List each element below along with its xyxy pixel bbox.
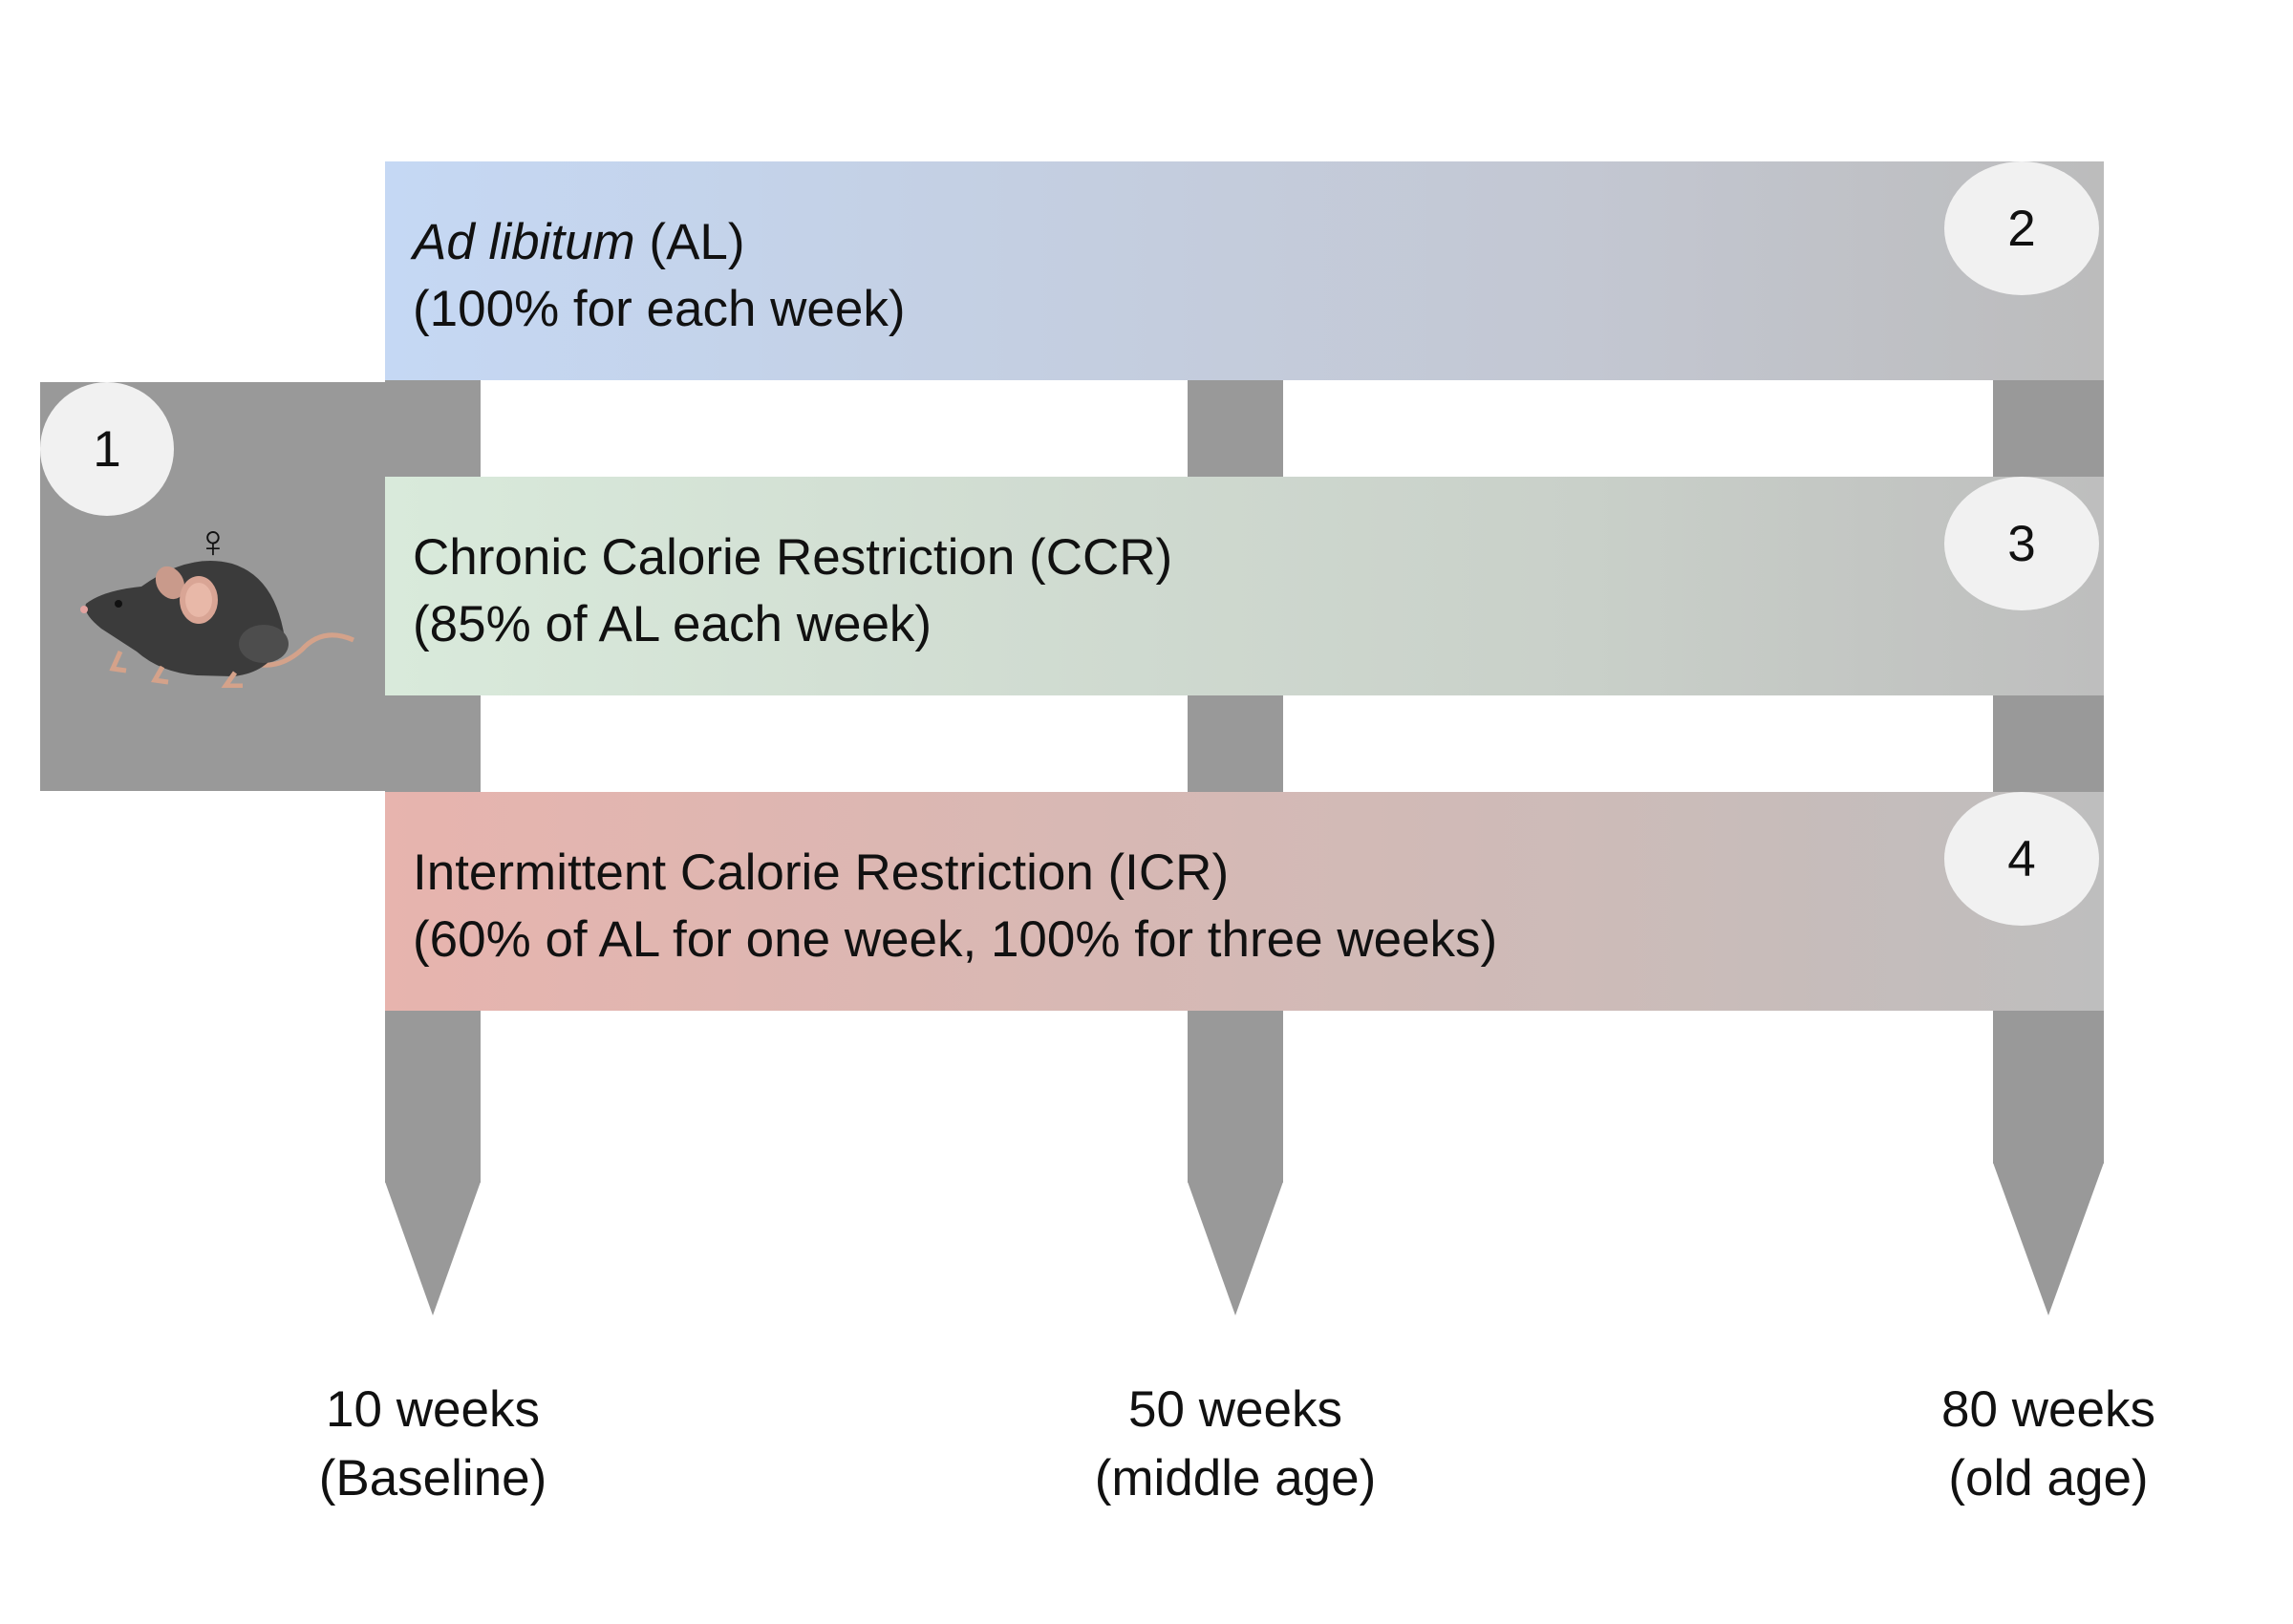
group-title-icr: Intermittent Calorie Restriction (ICR) (413, 844, 1230, 901)
timepoint-stake-tip-50-weeks (1188, 1182, 1283, 1315)
mouse-icon (80, 561, 355, 688)
group-badge-4: 4 (1944, 792, 2099, 926)
group-title-ccr: Chronic Calorie Restriction (CCR) (413, 529, 1173, 586)
timepoint-label-10-weeks: 10 weeks (Baseline) (318, 1381, 547, 1506)
group-title-ad-libitum: Ad libitum (AL) (413, 214, 745, 270)
group-badge-2: 2 (1944, 161, 2099, 295)
group-detail-icr: (60% of AL for one week, 100% for three … (413, 911, 1498, 968)
timepoint-stake-tip-80-weeks (1993, 1163, 2104, 1315)
group-badge-1: 1 (40, 382, 174, 516)
timepoint-label-80-weeks: 80 weeks (old age) (1941, 1381, 2155, 1506)
timepoint-label-50-weeks: 50 weeks (middle age) (1094, 1381, 1377, 1506)
timepoint-stake-tip-10-weeks (385, 1182, 481, 1315)
female-icon: ♀ (196, 517, 230, 567)
group-band-ccr: Chronic Calorie Restriction (CCR) (85% o… (385, 477, 2104, 695)
group-band-ad-libitum: Ad libitum (AL) (100% for each week) (385, 161, 2104, 380)
group-detail-ad-libitum: (100% for each week) (413, 281, 906, 337)
group-detail-ccr: (85% of AL each week) (413, 596, 932, 652)
group-band-icr: Intermittent Calorie Restriction (ICR) (… (385, 792, 2104, 1011)
group-badge-3: 3 (1944, 477, 2099, 610)
